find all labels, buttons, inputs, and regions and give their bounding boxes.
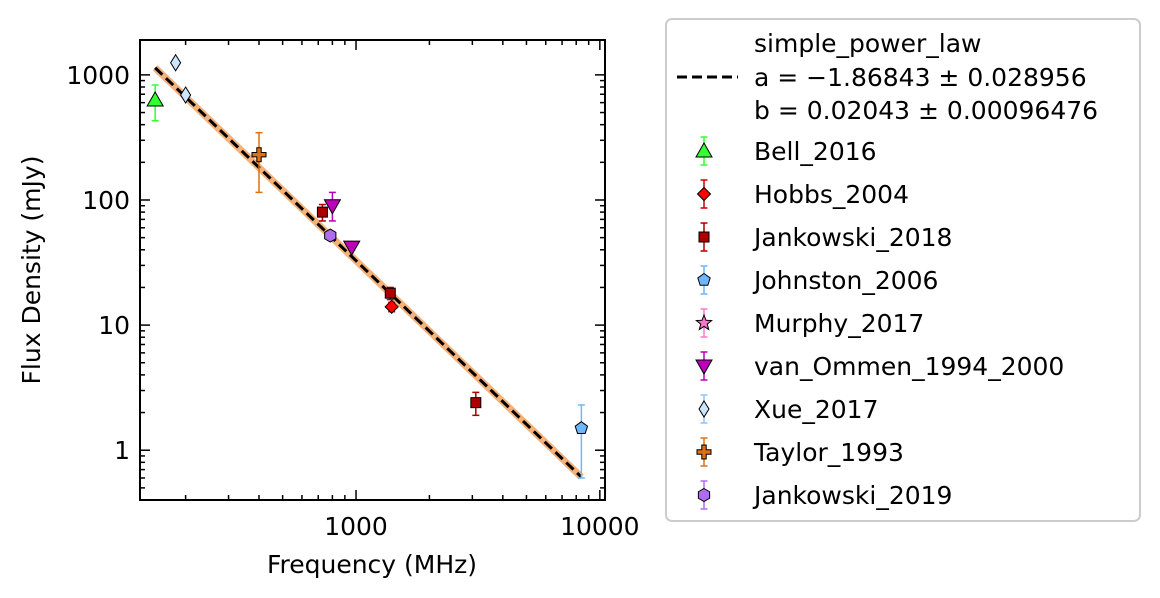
y-tick-label: 100 [82,186,130,215]
legend-marker [695,313,713,331]
data-point [170,53,182,72]
data-point [323,199,342,215]
data-point [324,228,337,243]
x-tick-label: 1000 [324,512,388,541]
data-point [384,287,396,299]
y-tick-label: 1000 [66,61,130,90]
legend-label: Xue_2017 [754,395,878,424]
legend-fit-param: a = −1.86843 ± 0.028956 [754,63,1087,92]
legend-label: Hobbs_2004 [754,180,909,209]
data-point [574,421,589,434]
legend-label: Jankowski_2018 [752,223,952,252]
legend-item-Taylor_1993: Taylor_1993 [696,437,904,467]
legend-frame [665,18,1141,522]
series-Johnston_2006 [574,404,589,479]
x-axis-label: Frequency (MHz) [267,550,477,579]
legend-marker [696,444,712,460]
x-tick-label: 10000 [560,512,640,541]
y-tick-label: 1 [114,436,130,465]
legend-item-Murphy_2017: Murphy_2017 [695,308,924,338]
legend-label: Taylor_1993 [753,438,904,467]
series-Taylor_1993 [251,131,267,194]
legend-marker [698,400,710,418]
legend-marker [698,231,710,243]
series-Jankowski_2019 [324,228,337,243]
data-point [251,147,267,163]
legend-item-van_Ommen_1994_2000: van_Ommen_1994_2000 [695,351,1064,381]
data-point [384,299,399,315]
series-Jankowski_2018 [316,203,482,417]
error-bar [255,131,263,194]
legend-label: Murphy_2017 [754,309,924,338]
series-Bell_2016 [146,84,165,122]
legend-label: van_Ommen_1994_2000 [754,352,1064,381]
legend-fit-param: b = 0.02043 ± 0.00096476 [754,96,1098,125]
legend-label: Jankowski_2019 [752,481,952,510]
fit-line [154,66,583,479]
series-Hobbs_2004 [384,299,399,315]
data-point [342,240,361,257]
data-point [316,206,328,218]
plot-frame [139,39,606,501]
y-tick-label: 10 [98,311,130,340]
legend-item-Hobbs_2004: Hobbs_2004 [696,179,909,209]
legend-marker [697,272,711,286]
legend-label: Bell_2016 [754,137,877,166]
legend-marker [696,186,712,202]
series-Xue_2017 [170,53,192,104]
y-axis-label: Flux Density (mJy) [17,156,46,385]
series-van_Ommen_1994_2000 [323,191,361,257]
data-point [146,90,165,107]
legend-marker [695,141,713,158]
legend-item-Jankowski_2018: Jankowski_2018 [698,222,952,252]
error-bar [577,404,585,479]
legend-label: Johnston_2006 [752,266,938,295]
legend-marker [695,359,713,376]
axis-ticks: 1000 10000 1 10 100 1000 [66,40,640,541]
legend-marker [697,487,711,503]
legend-fit-name: simple_power_law [754,29,982,58]
legend-item-Bell_2016: Bell_2016 [695,136,877,166]
legend-item-Xue_2017: Xue_2017 [698,394,878,424]
plot-area [146,53,589,480]
data-point [180,86,192,104]
data-point [470,397,482,409]
legend-item-Jankowski_2019: Jankowski_2019 [697,480,952,510]
legend-item-Johnston_2006: Johnston_2006 [697,265,938,295]
